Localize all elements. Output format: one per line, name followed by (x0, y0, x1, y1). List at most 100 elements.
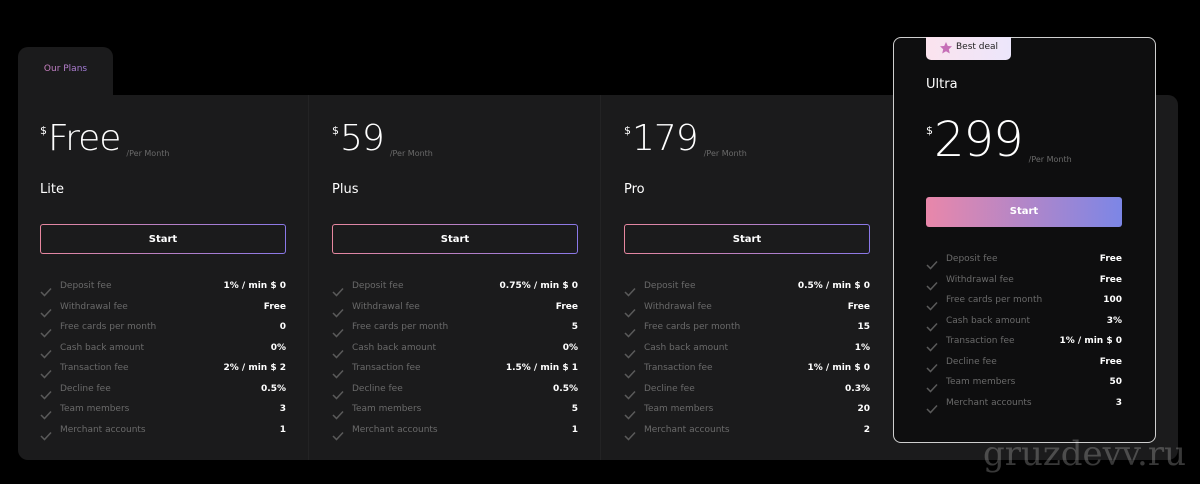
feature-value: 1% / min $ 0 (807, 363, 871, 373)
check (926, 301, 938, 311)
feature-value: 5 (571, 322, 578, 332)
period: /Per Month (703, 149, 747, 158)
check-icon (40, 405, 52, 420)
feature-label: Decline fee (60, 383, 111, 394)
start-button[interactable]: Start (624, 224, 870, 254)
feature-label: Cash back amount (946, 315, 1031, 326)
check (926, 363, 938, 373)
price: Free (48, 118, 121, 159)
feature-value: 100 (1103, 295, 1122, 305)
badge (926, 37, 1011, 60)
check-icon (40, 364, 52, 379)
feature-label: Deposit fee (60, 281, 112, 291)
feature-label: Deposit fee (352, 281, 404, 291)
check-icon (624, 344, 636, 359)
check-icon (926, 255, 938, 270)
check (332, 287, 344, 297)
start-button[interactable]: Start (926, 197, 1122, 227)
plan-name: Lite (40, 182, 64, 197)
check (332, 431, 344, 441)
check (624, 369, 636, 379)
check (624, 349, 636, 359)
currency: $ (332, 124, 339, 137)
check (624, 431, 636, 441)
check-icon (624, 282, 636, 297)
check-icon (332, 405, 344, 420)
feature-value: 1 (571, 424, 578, 435)
check (40, 328, 52, 338)
feature-label: Merchant accounts (946, 397, 1032, 408)
feature-value: 1% / min $ 0 (1059, 336, 1123, 346)
check-icon (624, 405, 636, 420)
check-icon (40, 303, 52, 318)
check-icon (40, 426, 52, 441)
feature-label: Deposit fee (946, 254, 998, 264)
feature-value: 1% (854, 342, 870, 353)
feature-value: Free (555, 301, 578, 312)
feature-label: Cash back amount (60, 342, 145, 353)
check (624, 308, 636, 318)
feature-value: 2 (863, 424, 870, 435)
feature-value: 0% (562, 342, 578, 353)
feature-value: 20 (857, 404, 870, 414)
feature-label: Transaction fee (60, 363, 129, 373)
feature-value: 0.5% (261, 383, 286, 394)
feature-label: Cash back amount (352, 342, 437, 353)
check (926, 342, 938, 352)
check (332, 328, 344, 338)
check (40, 308, 52, 318)
feature-label: Merchant accounts (352, 424, 438, 435)
feature-label: Free cards per month (644, 322, 741, 332)
feature-value: 3 (279, 404, 286, 414)
feature-label: Merchant accounts (60, 424, 146, 435)
feature-label: Free cards per month (946, 295, 1043, 305)
plan-name: Plus (332, 182, 359, 197)
plan-name: Ultra (926, 77, 958, 92)
period: /Per Month (126, 149, 170, 158)
check (40, 431, 52, 441)
check-icon (332, 323, 344, 338)
check-icon (624, 303, 636, 318)
currency: $ (40, 124, 47, 137)
check-icon (332, 344, 344, 359)
feature-value: 2% / min $ 2 (223, 363, 287, 373)
feature-label: Transaction fee (352, 363, 421, 373)
start-button[interactable]: Start (40, 224, 286, 254)
feature-label: Free cards per month (60, 322, 157, 332)
currency: $ (926, 124, 933, 137)
check (332, 410, 344, 420)
check-icon (332, 426, 344, 441)
plan-name: Pro (624, 182, 645, 197)
feature-label: Transaction fee (644, 363, 713, 373)
featured-card (893, 37, 1156, 443)
feature-label: Merchant accounts (644, 424, 730, 435)
tab-label[interactable]: Our Plans (18, 64, 113, 74)
tab[interactable] (18, 47, 113, 96)
check (40, 349, 52, 359)
feature-value: 0.75% / min $ 0 (499, 281, 578, 291)
feature-value: 3 (1115, 397, 1122, 408)
feature-value: Free (1099, 274, 1122, 285)
check (40, 369, 52, 379)
divider (308, 95, 309, 460)
check-icon (926, 399, 938, 414)
feature-value: Free (847, 301, 870, 312)
feature-value: Free (263, 301, 286, 312)
check (624, 390, 636, 400)
check (926, 404, 938, 414)
check-icon (332, 282, 344, 297)
price: 59 (340, 118, 385, 159)
feature-value: 50 (1109, 377, 1122, 387)
check (926, 383, 938, 393)
feature-value: 0% (270, 342, 286, 353)
check-icon (926, 317, 938, 332)
check-icon (624, 323, 636, 338)
feature-label: Withdrawal fee (352, 301, 420, 312)
start-button[interactable]: Start (332, 224, 578, 254)
price: 299 (934, 112, 1024, 168)
feature-label: Withdrawal fee (946, 274, 1014, 285)
feature-label: Decline fee (352, 383, 403, 394)
check-icon (926, 337, 938, 352)
feature-value: 5 (571, 404, 578, 414)
